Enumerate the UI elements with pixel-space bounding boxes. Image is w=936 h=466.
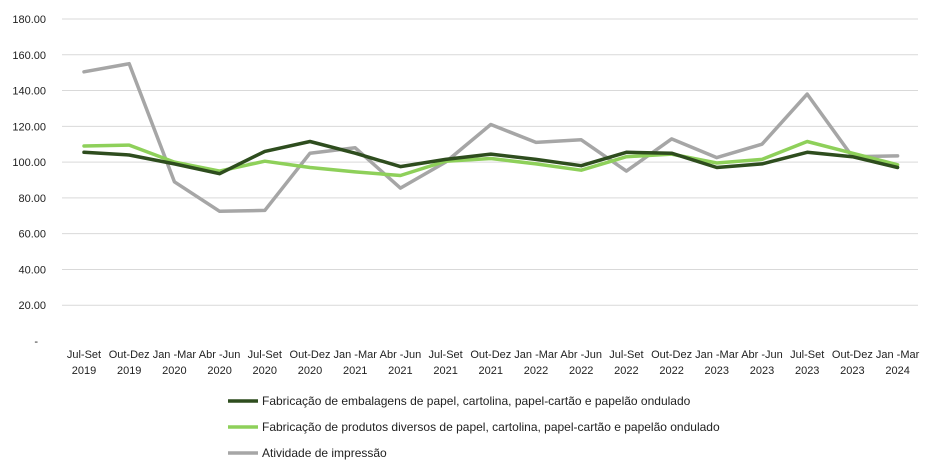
x-tick-label-year: 2021: [479, 365, 503, 377]
y-axis-ticks: - 20.00 40.00 60.00 80.00 100.00 120.00 140.00 1…: [12, 14, 46, 348]
x-tick-label: Jul-Set: [67, 349, 101, 361]
x-tick-label-year: 2019: [72, 365, 96, 377]
x-tick-label: Abr -Jun: [380, 349, 422, 361]
x-tick-label: Jan -Mar: [876, 349, 920, 361]
series-line-0: [82, 139, 900, 176]
x-tick-label: Jul-Set: [790, 349, 824, 361]
x-tick-label-year: 2022: [659, 365, 683, 377]
x-tick-label-year: 2023: [795, 365, 819, 377]
gridlines: [62, 18, 918, 306]
legend-label: Fabricação de produtos diversos de papel…: [262, 420, 720, 434]
x-tick-label-year: 2021: [388, 365, 412, 377]
x-tick-label: Out-Dez: [470, 349, 511, 361]
y-tick-label: 160.00: [12, 50, 46, 62]
x-tick-label: Abr -Jun: [560, 349, 602, 361]
x-tick-label: Out-Dez: [832, 349, 873, 361]
y-tick-label: 120.00: [12, 121, 46, 133]
x-tick-label-year: 2020: [298, 365, 322, 377]
y-tick-label: 140.00: [12, 86, 46, 98]
series-line-1: [82, 139, 900, 178]
x-tick-label-year: 2021: [433, 365, 457, 377]
x-tick-label-year: 2022: [524, 365, 548, 377]
y-tick-label: 60.00: [18, 229, 46, 241]
x-tick-label-year: 2023: [705, 365, 729, 377]
x-tick-label: Jul-Set: [428, 349, 462, 361]
x-tick-label: Out-Dez: [290, 349, 331, 361]
y-tick-label: 180.00: [12, 14, 46, 26]
x-tick-label: Out-Dez: [109, 349, 150, 361]
x-tick-label-year: 2020: [207, 365, 231, 377]
x-tick-label-year: 2020: [253, 365, 277, 377]
x-tick-label: Abr -Jun: [741, 349, 783, 361]
x-tick-label-year: 2020: [162, 365, 186, 377]
x-tick-label: Abr -Jun: [199, 349, 241, 361]
x-tick-label: Jan -Mar: [514, 349, 558, 361]
y-tick-label: 20.00: [18, 300, 46, 312]
y-tick-label: -: [34, 336, 38, 348]
x-tick-label-year: 2023: [750, 365, 774, 377]
legend-label: Atividade de impressão: [262, 446, 387, 460]
x-tick-label-year: 2022: [614, 365, 638, 377]
legend-label: Fabricação de embalagens de papel, carto…: [262, 394, 691, 408]
x-tick-label-year: 2021: [343, 365, 367, 377]
x-tick-label: Jan -Mar: [695, 349, 739, 361]
x-tick-label: Out-Dez: [651, 349, 692, 361]
y-tick-label: 40.00: [18, 264, 46, 276]
legend: Fabricação de embalagens de papel, carto…: [228, 394, 720, 460]
series-lines: [82, 61, 900, 214]
x-tick-label-year: 2019: [117, 365, 141, 377]
x-tick-label: Jul-Set: [609, 349, 643, 361]
y-tick-label: 100.00: [12, 157, 46, 169]
x-axis-ticks: Jul-Set 2019 Out-Dez 2019 Jan -Mar 2020 Abr -J…: [67, 349, 920, 377]
y-tick-label: 80.00: [18, 193, 46, 205]
x-tick-label-year: 2024: [885, 365, 909, 377]
x-tick-label: Jan -Mar: [333, 349, 377, 361]
x-tick-label: Jul-Set: [248, 349, 282, 361]
series-line-2: [82, 61, 900, 214]
x-tick-label-year: 2022: [569, 365, 593, 377]
x-tick-label-year: 2023: [840, 365, 864, 377]
x-tick-label: Jan -Mar: [153, 349, 197, 361]
